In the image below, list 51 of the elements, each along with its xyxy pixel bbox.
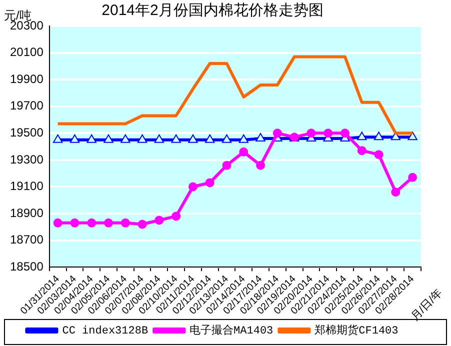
point — [120, 218, 130, 228]
point — [138, 220, 147, 229]
point — [137, 134, 148, 143]
point — [238, 134, 248, 143]
point — [357, 132, 367, 140]
point — [104, 134, 114, 143]
point — [272, 128, 282, 138]
point — [391, 188, 400, 197]
point — [172, 212, 181, 221]
point — [188, 134, 198, 143]
y-tick-label: 19900 — [10, 72, 44, 86]
point — [154, 216, 164, 225]
point — [306, 128, 316, 138]
point — [324, 128, 333, 138]
y-tick-label: 18500 — [10, 259, 44, 274]
y-tick-label: 18700 — [10, 232, 44, 247]
point — [87, 218, 96, 228]
point — [53, 218, 62, 228]
chart-title: 2014年2月份国内棉花价格走势图 — [102, 2, 324, 20]
legend-label: 电子撮合MA1403 — [190, 323, 274, 338]
y-tick-label: 19100 — [10, 179, 44, 194]
point — [70, 218, 80, 228]
legend-label: 郑棉期货CF1403 — [314, 324, 398, 338]
point — [52, 134, 63, 143]
point — [357, 146, 366, 156]
point — [222, 134, 232, 143]
y-tick-label: 20100 — [10, 45, 44, 60]
point — [86, 134, 96, 143]
x-axis-title: 月/日/年 — [408, 287, 446, 324]
point — [205, 134, 215, 143]
point — [188, 182, 198, 192]
y-tick-label: 19500 — [10, 125, 44, 140]
point — [256, 160, 266, 170]
point — [374, 150, 384, 160]
y-tick-label: 18900 — [10, 206, 44, 220]
point — [154, 134, 164, 143]
point — [222, 160, 232, 170]
point — [239, 147, 248, 156]
point — [256, 133, 266, 142]
point — [171, 134, 181, 143]
point — [340, 128, 350, 138]
point — [120, 134, 130, 143]
point — [70, 134, 80, 143]
point — [205, 178, 214, 188]
point — [104, 218, 113, 228]
point — [408, 172, 418, 182]
y-tick-label: 19700 — [10, 98, 44, 113]
y-tick-label: 19300 — [10, 152, 44, 166]
legend-label: CC index3128B — [62, 325, 148, 338]
point — [374, 132, 384, 140]
point — [408, 132, 418, 140]
